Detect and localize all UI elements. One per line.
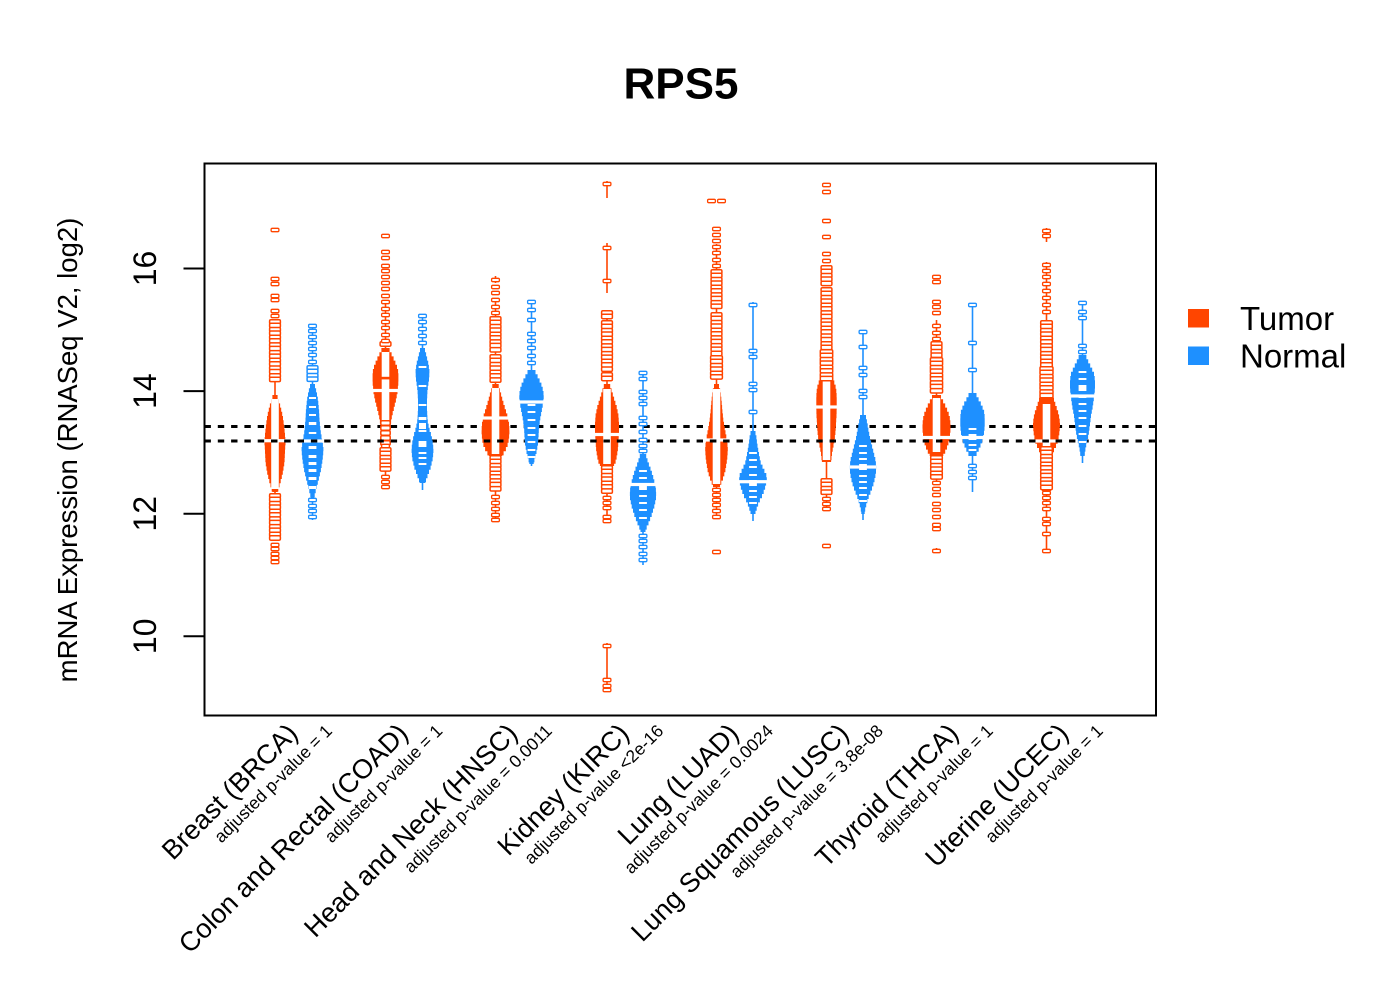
svg-text:10: 10 xyxy=(127,619,163,655)
svg-text:mRNA Expression (RNASeq V2, lo: mRNA Expression (RNASeq V2, log2) xyxy=(52,218,83,683)
svg-text:RPS5: RPS5 xyxy=(624,60,739,109)
svg-text:12: 12 xyxy=(127,496,163,532)
svg-text:16: 16 xyxy=(127,251,163,287)
svg-text:14: 14 xyxy=(127,373,163,409)
svg-text:Normal: Normal xyxy=(1240,338,1346,375)
svg-text:Tumor: Tumor xyxy=(1240,300,1334,337)
